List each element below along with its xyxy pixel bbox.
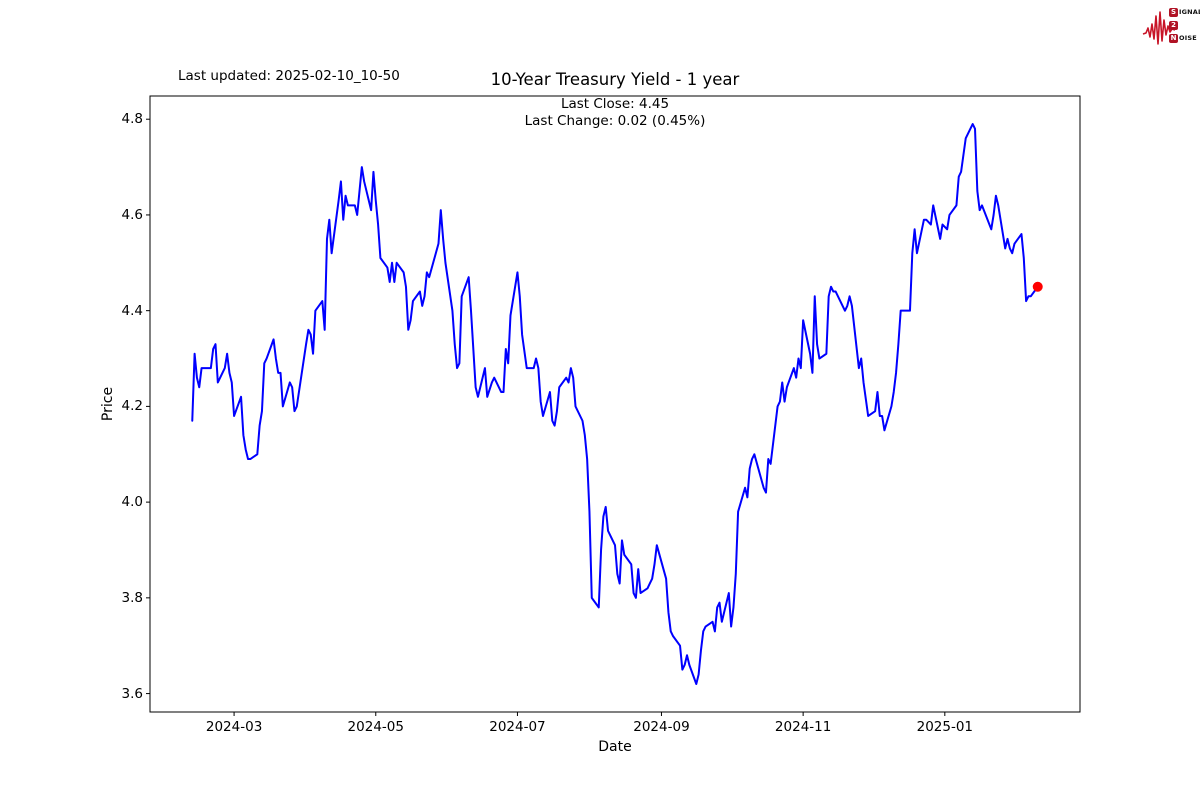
x-tick-label: 2025-01 <box>916 719 974 735</box>
last-point-marker <box>1032 281 1043 292</box>
logo-badge-2: 2 <box>1169 20 1178 30</box>
yield-line <box>191 123 1039 685</box>
last-change-text: Last Change: 0.02 (0.45%) <box>524 113 706 129</box>
logo-row-noise: N OISE <box>1169 33 1197 43</box>
y-tick-label: 4.6 <box>121 206 143 223</box>
logo-word-oise: OISE <box>1179 34 1197 42</box>
signal2noise-logo: S IGNAL 2 N OISE <box>1142 4 1200 50</box>
chart-title: 10-Year Treasury Yield - 1 year <box>490 70 740 89</box>
logo-badge-s: S <box>1169 7 1178 17</box>
logo-row-2: 2 <box>1169 20 1179 30</box>
logo-badge-n: N <box>1169 33 1178 43</box>
last-updated-text: Last updated: 2025-02-10_10-50 <box>178 68 400 84</box>
logo-word-ignal: IGNAL <box>1179 8 1200 16</box>
y-tick-label: 4.4 <box>121 302 143 319</box>
logo-row-signal: S IGNAL <box>1169 7 1200 17</box>
x-axis-label: Date <box>598 739 632 755</box>
x-tick-label: 2024-05 <box>347 719 404 735</box>
x-tick-label: 2024-07 <box>489 719 546 735</box>
y-tick-label: 4.8 <box>121 111 143 128</box>
x-tick-label: 2024-03 <box>205 719 263 735</box>
y-tick-label: 3.8 <box>121 589 143 606</box>
last-close-text: Last Close: 4.45 <box>560 96 670 112</box>
y-tick-label: 4.2 <box>121 398 143 415</box>
x-tick-label: 2024-09 <box>633 719 690 735</box>
y-tick-label: 3.6 <box>121 685 143 702</box>
y-tick-label: 4.0 <box>121 494 143 511</box>
x-tick-label: 2024-11 <box>774 719 832 735</box>
plot-border <box>149 95 1081 713</box>
